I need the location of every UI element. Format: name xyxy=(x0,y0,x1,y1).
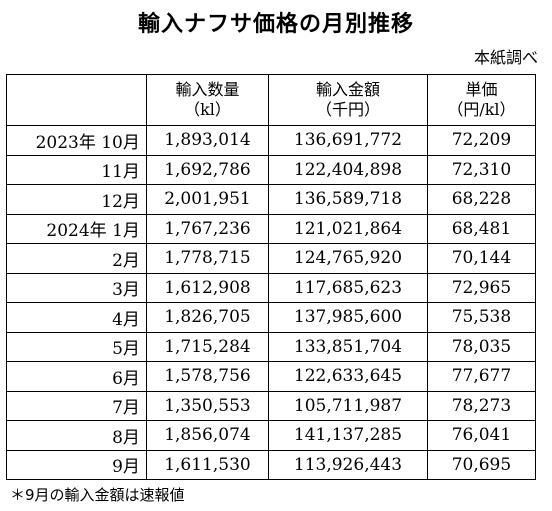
cell-period: 2月 xyxy=(6,243,147,274)
cell-period: 12月 xyxy=(6,184,147,215)
table-row: 8月 1,856,074 141,137,285 76,041 xyxy=(6,420,537,451)
table-row: 6月 1,578,756 122,633,645 77,677 xyxy=(6,361,537,392)
table-row: 12月 2,001,951 136,589,718 68,228 xyxy=(6,184,537,215)
cell-volume: 1,893,014 xyxy=(145,125,270,156)
cell-volume: 1,778,715 xyxy=(145,243,270,274)
cell-period: 7月 xyxy=(6,390,147,421)
cell-amount: 121,021,864 xyxy=(268,213,428,244)
cell-amount: 122,633,645 xyxy=(268,361,428,392)
header-volume-label: 輸入数量 xyxy=(175,80,240,99)
cell-volume: 1,350,553 xyxy=(145,390,270,421)
footnote: ＊9月の輸入金額は速報値 xyxy=(10,486,185,504)
cell-volume: 1,715,284 xyxy=(145,331,270,362)
table-row: 2024年 1月 1,767,236 121,021,864 68,481 xyxy=(6,213,537,244)
cell-amount: 136,691,772 xyxy=(268,125,428,156)
cell-amount: 117,685,623 xyxy=(268,272,428,303)
cell-period: 3月 xyxy=(6,272,147,303)
cell-volume: 2,001,951 xyxy=(145,184,270,215)
cell-unit-price: 72,965 xyxy=(426,272,537,303)
cell-volume: 1,578,756 xyxy=(145,361,270,392)
cell-unit-price: 72,209 xyxy=(426,125,537,156)
cell-unit-price: 75,538 xyxy=(426,302,537,333)
cell-amount: 105,711,987 xyxy=(268,390,428,421)
cell-unit-price: 76,041 xyxy=(426,420,537,451)
cell-amount: 124,765,920 xyxy=(268,243,428,274)
header-row: 輸入数量 （kl） 輸入金額 （千円） 単価 （円/kl） xyxy=(6,74,537,126)
table-row: 2023年 10月 1,893,014 136,691,772 72,209 xyxy=(6,125,537,156)
cell-volume: 1,826,705 xyxy=(145,302,270,333)
cell-amount: 122,404,898 xyxy=(268,154,428,185)
page-title: 輸入ナフサ価格の月別推移 xyxy=(137,12,414,37)
cell-period: 9月 xyxy=(6,449,147,480)
header-amount-unit: （千円） xyxy=(315,100,380,119)
cell-amount: 141,137,285 xyxy=(268,420,428,451)
header-amount: 輸入金額 （千円） xyxy=(268,74,428,126)
table-body: 2023年 10月 1,893,014 136,691,772 72,209 11月 1,… xyxy=(6,125,537,480)
header-amount-label: 輸入金額 xyxy=(315,80,380,99)
table-row: 5月 1,715,284 133,851,704 78,035 xyxy=(6,331,537,362)
table-row: 4月 1,826,705 137,985,600 75,538 xyxy=(6,302,537,333)
cell-volume: 1,612,908 xyxy=(145,272,270,303)
table-row: 11月 1,692,786 122,404,898 72,310 xyxy=(6,154,537,185)
cell-period: 2024年 1月 xyxy=(6,213,147,244)
cell-amount: 136,589,718 xyxy=(268,184,428,215)
table-row: 3月 1,612,908 117,685,623 72,965 xyxy=(6,272,537,303)
header-unit-price-label: 単価 xyxy=(465,80,498,99)
cell-unit-price: 68,481 xyxy=(426,213,537,244)
header-unit-price-unit: （円/kl） xyxy=(447,100,516,119)
cell-volume: 1,767,236 xyxy=(145,213,270,244)
cell-period: 4月 xyxy=(6,302,147,333)
cell-period: 8月 xyxy=(6,420,147,451)
cell-volume: 1,611,530 xyxy=(145,449,270,480)
cell-unit-price: 68,228 xyxy=(426,184,537,215)
cell-amount: 137,985,600 xyxy=(268,302,428,333)
cell-unit-price: 77,677 xyxy=(426,361,537,392)
header-period xyxy=(6,74,147,126)
cell-volume: 1,692,786 xyxy=(145,154,270,185)
cell-unit-price: 78,273 xyxy=(426,390,537,421)
table-row: 7月 1,350,553 105,711,987 78,273 xyxy=(6,390,537,421)
cell-period: 5月 xyxy=(6,331,147,362)
cell-unit-price: 72,310 xyxy=(426,154,537,185)
cell-volume: 1,856,074 xyxy=(145,420,270,451)
header-unit-price: 単価 （円/kl） xyxy=(426,74,537,126)
cell-unit-price: 70,695 xyxy=(426,449,537,480)
cell-unit-price: 70,144 xyxy=(426,243,537,274)
cell-period: 2023年 10月 xyxy=(6,125,147,156)
naphtha-price-table: 輸入数量 （kl） 輸入金額 （千円） 単価 （円/kl） 2023年 10月 1… xyxy=(6,74,537,480)
cell-period: 11月 xyxy=(6,154,147,185)
header-volume-unit: （kl） xyxy=(184,100,231,119)
cell-amount: 133,851,704 xyxy=(268,331,428,362)
source-label: 本紙調べ xyxy=(473,48,538,67)
cell-period: 6月 xyxy=(6,361,147,392)
cell-unit-price: 78,035 xyxy=(426,331,537,362)
header-volume: 輸入数量 （kl） xyxy=(145,74,270,126)
table-row: 9月 1,611,530 113,926,443 70,695 xyxy=(6,449,537,480)
cell-amount: 113,926,443 xyxy=(268,449,428,480)
table-row: 2月 1,778,715 124,765,920 70,144 xyxy=(6,243,537,274)
